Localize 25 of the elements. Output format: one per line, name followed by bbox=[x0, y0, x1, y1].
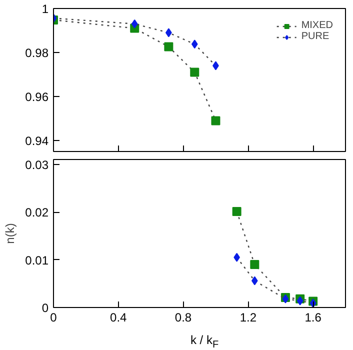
y-axis-title: n(k) bbox=[3, 223, 18, 244]
legend-label: PURE bbox=[301, 31, 330, 42]
x-axis-title: k / k$_{F}$ bbox=[190, 332, 219, 350]
point bbox=[131, 19, 138, 28]
legend-label: MIXED bbox=[301, 20, 333, 31]
x-tick-label: 0 bbox=[50, 310, 58, 324]
point bbox=[250, 260, 260, 270]
y-tick-label: 0 bbox=[42, 301, 49, 315]
y-tick-label: 0.01 bbox=[25, 253, 49, 268]
y-tick-label: 0.94 bbox=[25, 134, 49, 148]
y-tick-label: 0.96 bbox=[25, 90, 49, 104]
y-tick-label: 0.98 bbox=[25, 46, 49, 60]
point bbox=[232, 207, 242, 216]
y-tick-label: 1 bbox=[42, 2, 49, 16]
y-tick-label: 0.02 bbox=[25, 206, 49, 220]
x-tick-label: 1.6 bbox=[304, 310, 322, 324]
y-tick-label: 0.03 bbox=[25, 158, 49, 172]
point bbox=[164, 42, 174, 52]
x-tick-label: 1.2 bbox=[240, 310, 257, 324]
x-tick-label: 0.8 bbox=[174, 310, 192, 324]
point bbox=[190, 68, 200, 77]
point bbox=[211, 116, 220, 126]
x-tick-label: 0.4 bbox=[110, 310, 128, 324]
point bbox=[191, 40, 198, 49]
point bbox=[251, 276, 258, 286]
